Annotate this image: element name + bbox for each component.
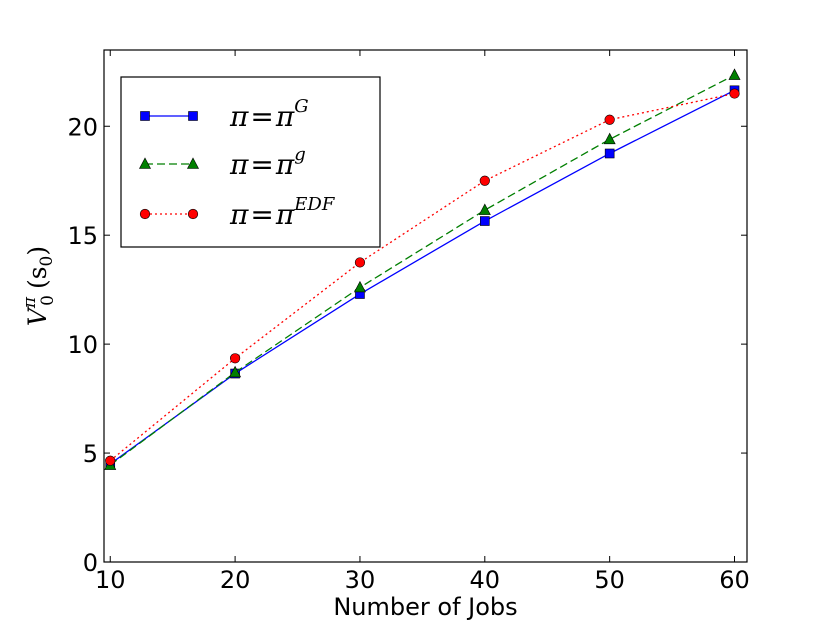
data-point-triangle: [353, 280, 366, 293]
svg-text:Vπ0(s0): Vπ0(s0): [20, 246, 58, 326]
x-axis-label: Number of Jobs: [333, 593, 517, 621]
legend-label-rhs: π: [275, 198, 295, 231]
y-tick-label: 0: [83, 549, 98, 577]
data-point-circle: [139, 208, 151, 220]
data-point-circle: [604, 114, 615, 125]
y-label-sup: π: [20, 296, 40, 309]
data-point-circle: [479, 175, 490, 186]
legend-label-eq: =: [250, 148, 273, 181]
data-point-square: [140, 111, 150, 121]
legend-item-square: π=πG: [140, 96, 309, 133]
y-tick-label: 20: [67, 113, 98, 141]
legend-label-lhs: π: [229, 148, 249, 181]
legend-label-rhs: π: [275, 100, 295, 133]
x-tick-label: 50: [594, 566, 625, 594]
legend-box: [120, 76, 381, 248]
y-label-arg-sub: 0: [37, 256, 57, 267]
legend-label-sup: EDF: [293, 194, 336, 215]
y-tick-label: 5: [83, 440, 98, 468]
data-point-square: [480, 216, 490, 226]
series-group: [104, 68, 741, 470]
legend-label-eq: =: [250, 100, 273, 133]
legend-label-lhs: π: [229, 198, 249, 231]
legend-label: π=πEDF: [229, 194, 336, 231]
data-point-circle: [729, 88, 740, 99]
x-tick-label: 10: [95, 566, 126, 594]
legend-label-sup: G: [294, 96, 308, 117]
legend-label-rhs: π: [275, 148, 295, 181]
x-tick-label: 60: [719, 566, 750, 594]
data-point-triangle: [139, 157, 151, 169]
legend-label: π=πg: [229, 144, 306, 181]
legend-label-sup: g: [294, 144, 306, 165]
x-tick-label: 20: [220, 566, 251, 594]
x-tick-label: 30: [345, 566, 376, 594]
legend: π=πGπ=πgπ=πEDF: [120, 76, 381, 248]
legend-item-circle: π=πEDF: [139, 194, 336, 231]
series-circle: [105, 88, 740, 466]
y-label-arg: (s: [23, 266, 52, 289]
y-label-close: ): [23, 246, 52, 256]
data-point-triangle: [187, 157, 199, 169]
series-line: [109, 89, 735, 465]
data-point-square: [604, 148, 615, 159]
data-point-circle: [229, 353, 241, 364]
legend-item-triangle: π=πg: [139, 144, 306, 181]
y-tick-label: 10: [67, 331, 98, 359]
data-point-triangle: [728, 68, 741, 80]
data-point-circle: [105, 455, 116, 466]
axis-ticks: 10 20 30 40 50 60 0 5 10 15 20: [67, 50, 750, 594]
data-point-square: [188, 111, 198, 121]
data-point-circle: [354, 257, 366, 268]
legend-label-lhs: π: [229, 100, 249, 133]
data-point-triangle: [603, 132, 616, 145]
plot-frame: [103, 49, 748, 563]
y-axis-label: Vπ0(s0): [20, 246, 58, 326]
x-tick-label: 40: [470, 566, 501, 594]
y-label-sub: 0: [38, 295, 58, 306]
data-point-circle: [187, 208, 199, 220]
data-point-triangle: [478, 203, 491, 215]
y-tick-label: 15: [67, 222, 98, 250]
data-point-triangle: [229, 365, 242, 378]
legend-label: π=πG: [229, 96, 309, 133]
series-line: [109, 74, 735, 466]
y-label-base: V: [23, 305, 52, 326]
legend-label-eq: =: [250, 198, 273, 231]
